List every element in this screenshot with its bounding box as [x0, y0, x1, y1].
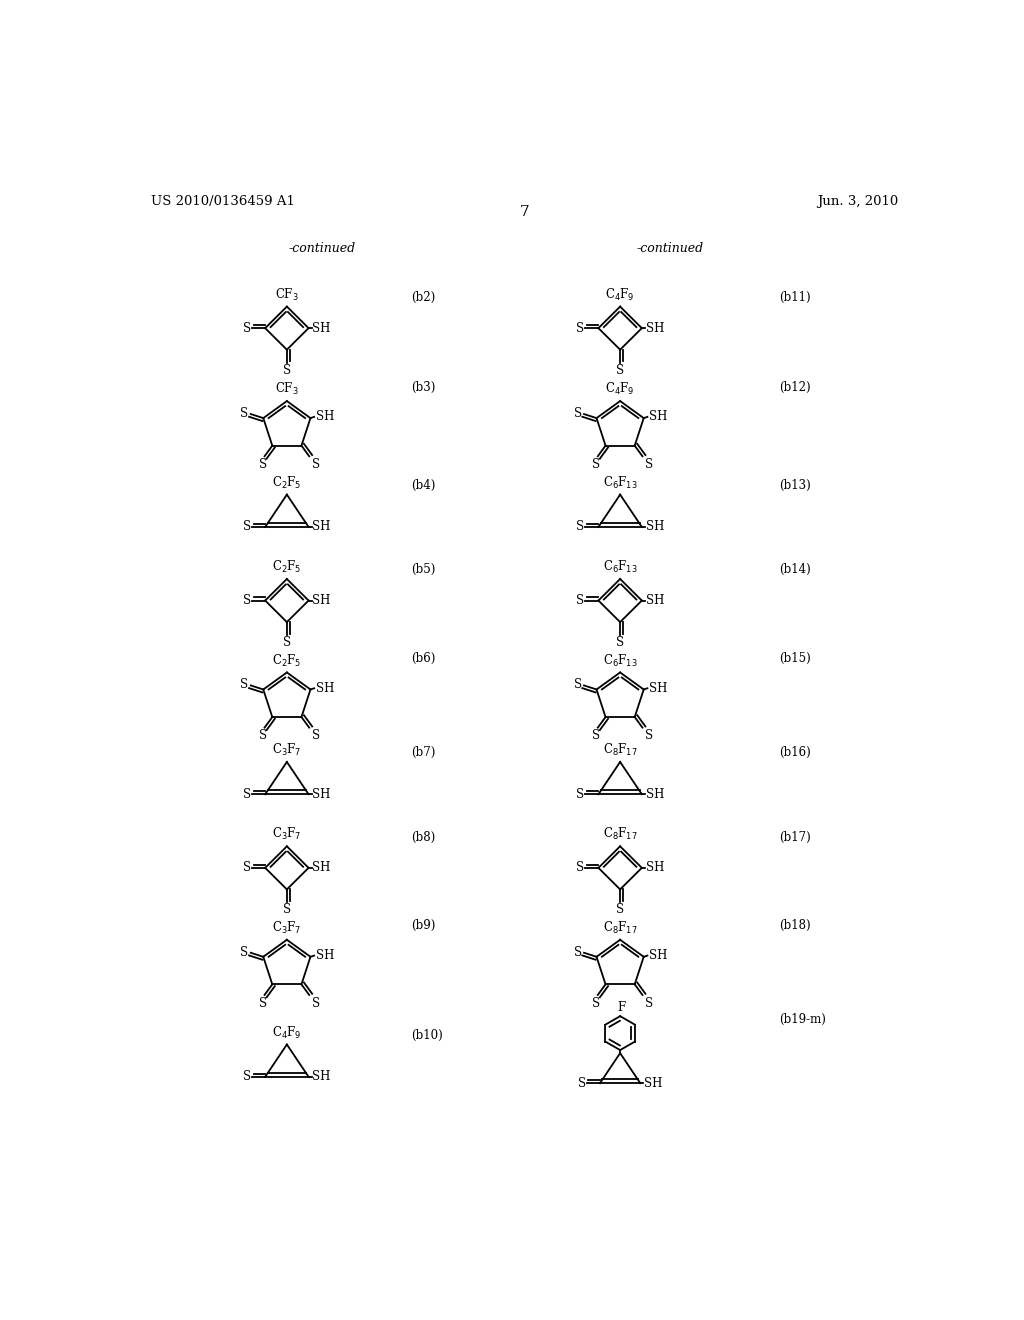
Text: S: S — [283, 363, 291, 376]
Text: S: S — [573, 678, 582, 692]
Text: C$_2$F$_5$: C$_2$F$_5$ — [272, 652, 302, 669]
Text: C$_8$F$_{17}$: C$_8$F$_{17}$ — [603, 742, 638, 758]
Text: (b3): (b3) — [411, 380, 435, 393]
Text: SH: SH — [646, 862, 665, 874]
Text: (b18): (b18) — [779, 920, 811, 932]
Text: SH: SH — [312, 520, 331, 533]
Text: (b10): (b10) — [411, 1028, 442, 1041]
Text: (b11): (b11) — [779, 290, 811, 304]
Text: SH: SH — [644, 1077, 663, 1090]
Text: C$_8$F$_{17}$: C$_8$F$_{17}$ — [603, 826, 638, 842]
Text: S: S — [312, 730, 321, 742]
Text: C$_3$F$_7$: C$_3$F$_7$ — [272, 826, 302, 842]
Text: SH: SH — [315, 411, 334, 424]
Text: SH: SH — [312, 788, 331, 801]
Text: F: F — [617, 1001, 626, 1014]
Text: SH: SH — [646, 594, 665, 607]
Text: S: S — [312, 997, 321, 1010]
Text: S: S — [577, 862, 585, 874]
Text: (b13): (b13) — [779, 479, 811, 492]
Text: C$_6$F$_{13}$: C$_6$F$_{13}$ — [603, 560, 638, 576]
Text: S: S — [243, 862, 251, 874]
Text: C$_2$F$_5$: C$_2$F$_5$ — [272, 475, 302, 491]
Text: SH: SH — [315, 682, 334, 694]
Text: S: S — [645, 997, 653, 1010]
Text: (b9): (b9) — [411, 920, 435, 932]
Text: (b19-m): (b19-m) — [779, 1012, 826, 1026]
Text: CF$_3$: CF$_3$ — [275, 286, 299, 302]
Text: SH: SH — [649, 682, 668, 694]
Text: S: S — [243, 788, 251, 801]
Text: SH: SH — [646, 788, 665, 801]
Text: S: S — [259, 730, 267, 742]
Text: C$_2$F$_5$: C$_2$F$_5$ — [272, 560, 302, 576]
Text: SH: SH — [312, 862, 331, 874]
Text: (b8): (b8) — [411, 830, 435, 843]
Text: S: S — [243, 594, 251, 607]
Text: SH: SH — [646, 520, 665, 533]
Text: Jun. 3, 2010: Jun. 3, 2010 — [817, 195, 898, 209]
Text: -continued: -continued — [288, 242, 355, 255]
Text: S: S — [578, 1077, 586, 1090]
Text: -continued: -continued — [637, 242, 705, 255]
Text: S: S — [616, 636, 625, 649]
Text: CF$_3$: CF$_3$ — [275, 381, 299, 397]
Text: S: S — [616, 363, 625, 376]
Text: S: S — [243, 322, 251, 335]
Text: SH: SH — [312, 594, 331, 607]
Text: S: S — [259, 997, 267, 1010]
Text: S: S — [645, 458, 653, 471]
Text: C$_3$F$_7$: C$_3$F$_7$ — [272, 920, 302, 936]
Text: S: S — [645, 730, 653, 742]
Text: S: S — [592, 997, 600, 1010]
Text: C$_4$F$_9$: C$_4$F$_9$ — [605, 381, 635, 397]
Text: S: S — [577, 594, 585, 607]
Text: SH: SH — [646, 322, 665, 335]
Text: S: S — [573, 945, 582, 958]
Text: (b16): (b16) — [779, 746, 811, 759]
Text: SH: SH — [312, 322, 331, 335]
Text: S: S — [616, 903, 625, 916]
Text: S: S — [283, 903, 291, 916]
Text: S: S — [592, 730, 600, 742]
Text: S: S — [243, 520, 251, 533]
Text: S: S — [577, 520, 585, 533]
Text: S: S — [312, 458, 321, 471]
Text: (b14): (b14) — [779, 564, 811, 577]
Text: SH: SH — [649, 411, 668, 424]
Text: S: S — [241, 678, 249, 692]
Text: S: S — [283, 636, 291, 649]
Text: C$_6$F$_{13}$: C$_6$F$_{13}$ — [603, 652, 638, 669]
Text: (b15): (b15) — [779, 652, 811, 665]
Text: S: S — [577, 322, 585, 335]
Text: C$_6$F$_{13}$: C$_6$F$_{13}$ — [603, 475, 638, 491]
Text: S: S — [592, 458, 600, 471]
Text: (b7): (b7) — [411, 746, 435, 759]
Text: S: S — [573, 407, 582, 420]
Text: (b17): (b17) — [779, 830, 811, 843]
Text: (b2): (b2) — [411, 290, 435, 304]
Text: S: S — [241, 407, 249, 420]
Text: C$_4$F$_9$: C$_4$F$_9$ — [272, 1024, 302, 1040]
Text: SH: SH — [312, 1071, 331, 1084]
Text: (b5): (b5) — [411, 564, 435, 577]
Text: SH: SH — [315, 949, 334, 962]
Text: (b6): (b6) — [411, 652, 435, 665]
Text: SH: SH — [649, 949, 668, 962]
Text: S: S — [577, 788, 585, 801]
Text: S: S — [241, 945, 249, 958]
Text: US 2010/0136459 A1: US 2010/0136459 A1 — [152, 195, 295, 209]
Text: S: S — [243, 1071, 251, 1084]
Text: C$_3$F$_7$: C$_3$F$_7$ — [272, 742, 302, 758]
Text: C$_8$F$_{17}$: C$_8$F$_{17}$ — [603, 920, 638, 936]
Text: C$_4$F$_9$: C$_4$F$_9$ — [605, 286, 635, 302]
Text: (b12): (b12) — [779, 380, 811, 393]
Text: 7: 7 — [520, 205, 529, 219]
Text: S: S — [259, 458, 267, 471]
Text: (b4): (b4) — [411, 479, 435, 492]
